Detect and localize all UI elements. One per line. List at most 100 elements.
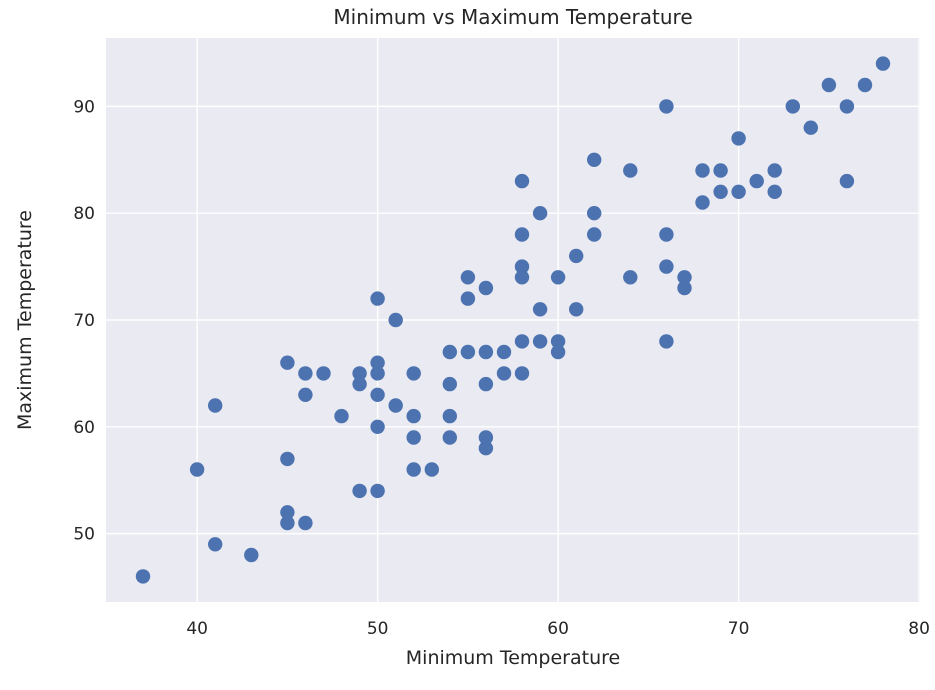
data-point: [839, 99, 855, 114]
data-point: [388, 312, 403, 328]
y-tick-label: 70: [73, 311, 95, 331]
y-tick-label: 60: [73, 418, 95, 438]
data-point: [659, 259, 674, 274]
x-tick-label: 80: [908, 619, 930, 639]
data-point: [569, 248, 584, 264]
data-point: [569, 302, 584, 317]
data-point: [352, 366, 367, 381]
data-point: [550, 334, 566, 349]
data-point: [659, 99, 674, 114]
data-point: [280, 515, 295, 531]
data-point: [352, 483, 367, 499]
data-point: [514, 334, 530, 349]
data-point: [587, 152, 602, 167]
data-point: [514, 259, 530, 274]
data-point: [749, 173, 764, 189]
data-point: [388, 398, 403, 413]
data-point: [406, 408, 421, 424]
data-point: [298, 366, 313, 381]
data-point: [713, 184, 728, 199]
chart-title: Minimum vs Maximum Temperature: [333, 5, 693, 29]
data-point: [208, 398, 223, 413]
data-point: [496, 344, 512, 360]
data-point: [460, 291, 476, 306]
data-point: [478, 280, 494, 296]
data-point: [478, 430, 494, 445]
data-point: [460, 344, 476, 360]
data-point: [406, 366, 421, 381]
data-point: [587, 206, 602, 221]
data-point: [298, 515, 313, 531]
data-point: [767, 184, 782, 199]
data-point: [442, 376, 457, 392]
data-point: [244, 547, 259, 563]
data-point: [478, 344, 494, 360]
data-point: [857, 77, 873, 93]
data-point: [352, 376, 367, 392]
data-point: [875, 56, 891, 71]
data-point: [406, 462, 421, 477]
data-point: [424, 462, 439, 477]
data-point: [695, 195, 710, 210]
x-axis-label: Minimum Temperature: [405, 647, 621, 669]
data-point: [713, 163, 728, 178]
data-point: [550, 270, 566, 285]
data-point: [514, 270, 530, 285]
data-point: [532, 206, 548, 221]
data-point: [731, 131, 746, 146]
x-tick-label: 60: [547, 619, 569, 639]
y-axis-label: Maximum Temperature: [14, 210, 36, 431]
data-point: [442, 408, 457, 424]
data-point: [839, 173, 855, 189]
data-point: [208, 537, 223, 552]
data-point: [280, 355, 295, 370]
data-point: [731, 184, 746, 199]
data-point: [370, 291, 385, 306]
data-point: [478, 441, 494, 456]
y-tick-label: 50: [73, 525, 95, 545]
data-point: [695, 163, 710, 178]
data-point: [821, 77, 837, 93]
data-point: [370, 366, 385, 381]
x-tick-label: 70: [728, 619, 750, 639]
data-point: [370, 419, 385, 434]
data-point: [370, 355, 385, 370]
y-tick-label: 80: [73, 204, 95, 224]
data-point: [334, 408, 349, 424]
data-point: [280, 505, 295, 520]
data-point: [659, 227, 674, 242]
data-point: [767, 163, 782, 178]
data-point: [460, 270, 476, 285]
data-point: [514, 227, 530, 242]
data-point: [496, 366, 512, 381]
data-point: [189, 462, 205, 477]
data-point: [587, 227, 602, 242]
x-tick-label: 50: [367, 619, 389, 639]
data-point: [370, 387, 385, 402]
data-point: [785, 99, 800, 114]
data-point: [623, 270, 638, 285]
data-point: [532, 334, 548, 349]
data-point: [316, 366, 331, 381]
data-point: [135, 569, 151, 584]
y-tick-label: 90: [73, 97, 95, 117]
data-point: [659, 334, 674, 349]
data-point: [280, 451, 295, 467]
data-point: [550, 344, 566, 360]
data-point: [514, 173, 530, 189]
data-point: [442, 430, 457, 445]
data-point: [406, 430, 421, 445]
data-point: [623, 163, 638, 178]
data-point: [514, 366, 530, 381]
data-point: [803, 120, 818, 135]
data-point: [370, 483, 385, 499]
data-point: [677, 270, 692, 285]
data-point: [298, 387, 313, 402]
x-tick-label: 40: [186, 619, 208, 639]
data-point: [677, 280, 692, 296]
data-point: [442, 344, 457, 360]
data-point: [532, 302, 548, 317]
data-point: [478, 376, 494, 392]
